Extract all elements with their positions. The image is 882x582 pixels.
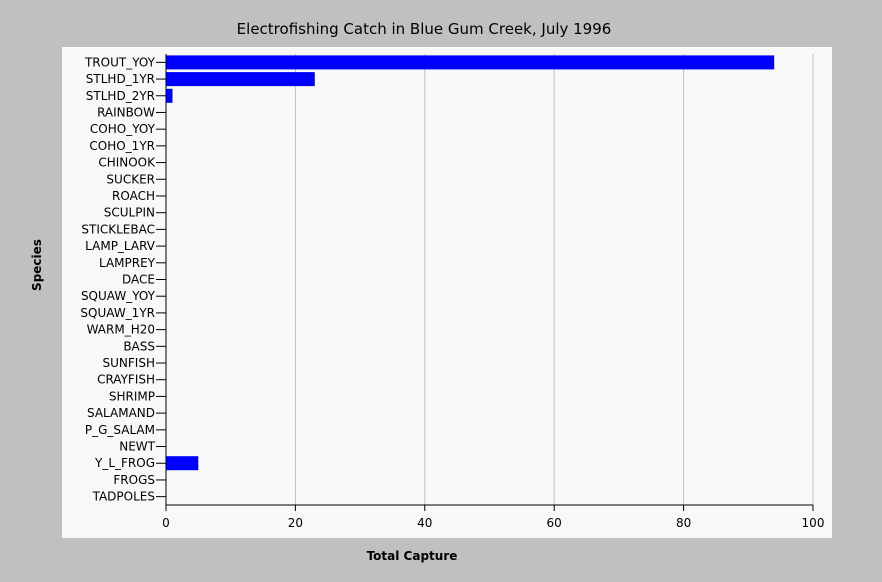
bar xyxy=(166,88,173,103)
y-tick-label: COHO_YOY xyxy=(90,122,156,136)
y-tick-label: SUNFISH xyxy=(103,356,155,370)
bars xyxy=(166,55,775,471)
y-tick-label: COHO_1YR xyxy=(89,139,155,153)
axes xyxy=(156,54,814,511)
y-tick-label: SQUAW_1YR xyxy=(80,306,155,320)
y-axis-title: Species xyxy=(30,239,44,291)
plot-frame xyxy=(62,47,832,538)
bar xyxy=(166,55,775,70)
x-tick-label: 20 xyxy=(288,516,303,530)
tick-labels: TROUT_YOY STLHD_1YR STLHD_2YR RAINBOW COHO_Y… xyxy=(80,55,824,530)
y-tick-label: RAINBOW xyxy=(97,105,155,119)
y-tick-label: STICKLEBAC xyxy=(81,222,155,236)
y-tick-label: LAMPREY xyxy=(99,256,156,270)
y-tick-label: SQUAW_YOY xyxy=(81,289,156,303)
y-tick-label: Y_L_FROG xyxy=(94,456,155,470)
y-tick-label: ROACH xyxy=(112,189,155,203)
y-tick-label: SALAMAND xyxy=(87,406,155,420)
y-tick-label: SCULPIN xyxy=(104,206,155,220)
y-tick-label: TROUT_YOY xyxy=(84,55,156,69)
x-axis-title: Total Capture xyxy=(367,549,458,563)
y-tick-label: BASS xyxy=(123,339,155,353)
chart-title: Electrofishing Catch in Blue Gum Creek, … xyxy=(237,20,612,38)
x-tick-label: 100 xyxy=(802,516,825,530)
x-tick-label: 0 xyxy=(162,516,170,530)
x-tick-label: 60 xyxy=(547,516,562,530)
y-tick-label: STLHD_1YR xyxy=(86,72,155,86)
y-tick-label: SHRIMP xyxy=(109,389,155,403)
x-tick-label: 40 xyxy=(417,516,432,530)
y-tick-label: P_G_SALAM xyxy=(85,423,155,437)
grid-lines xyxy=(294,54,814,505)
x-tick-label: 80 xyxy=(676,516,691,530)
y-tick-label: SUCKER xyxy=(106,172,155,186)
y-tick-label: CHINOOK xyxy=(98,156,156,170)
y-tick-label: FROGS xyxy=(113,473,155,487)
bar xyxy=(166,72,315,87)
y-tick-label: TADPOLES xyxy=(92,490,155,504)
y-tick-label: WARM_H20 xyxy=(87,323,155,337)
y-tick-label: DACE xyxy=(122,273,155,287)
y-tick-label: CRAYFISH xyxy=(97,373,155,387)
y-tick-label: STLHD_2YR xyxy=(86,89,155,103)
y-tick-label: LAMP_LARV xyxy=(85,239,156,253)
bar xyxy=(166,456,199,471)
y-tick-label: NEWT xyxy=(119,440,155,454)
